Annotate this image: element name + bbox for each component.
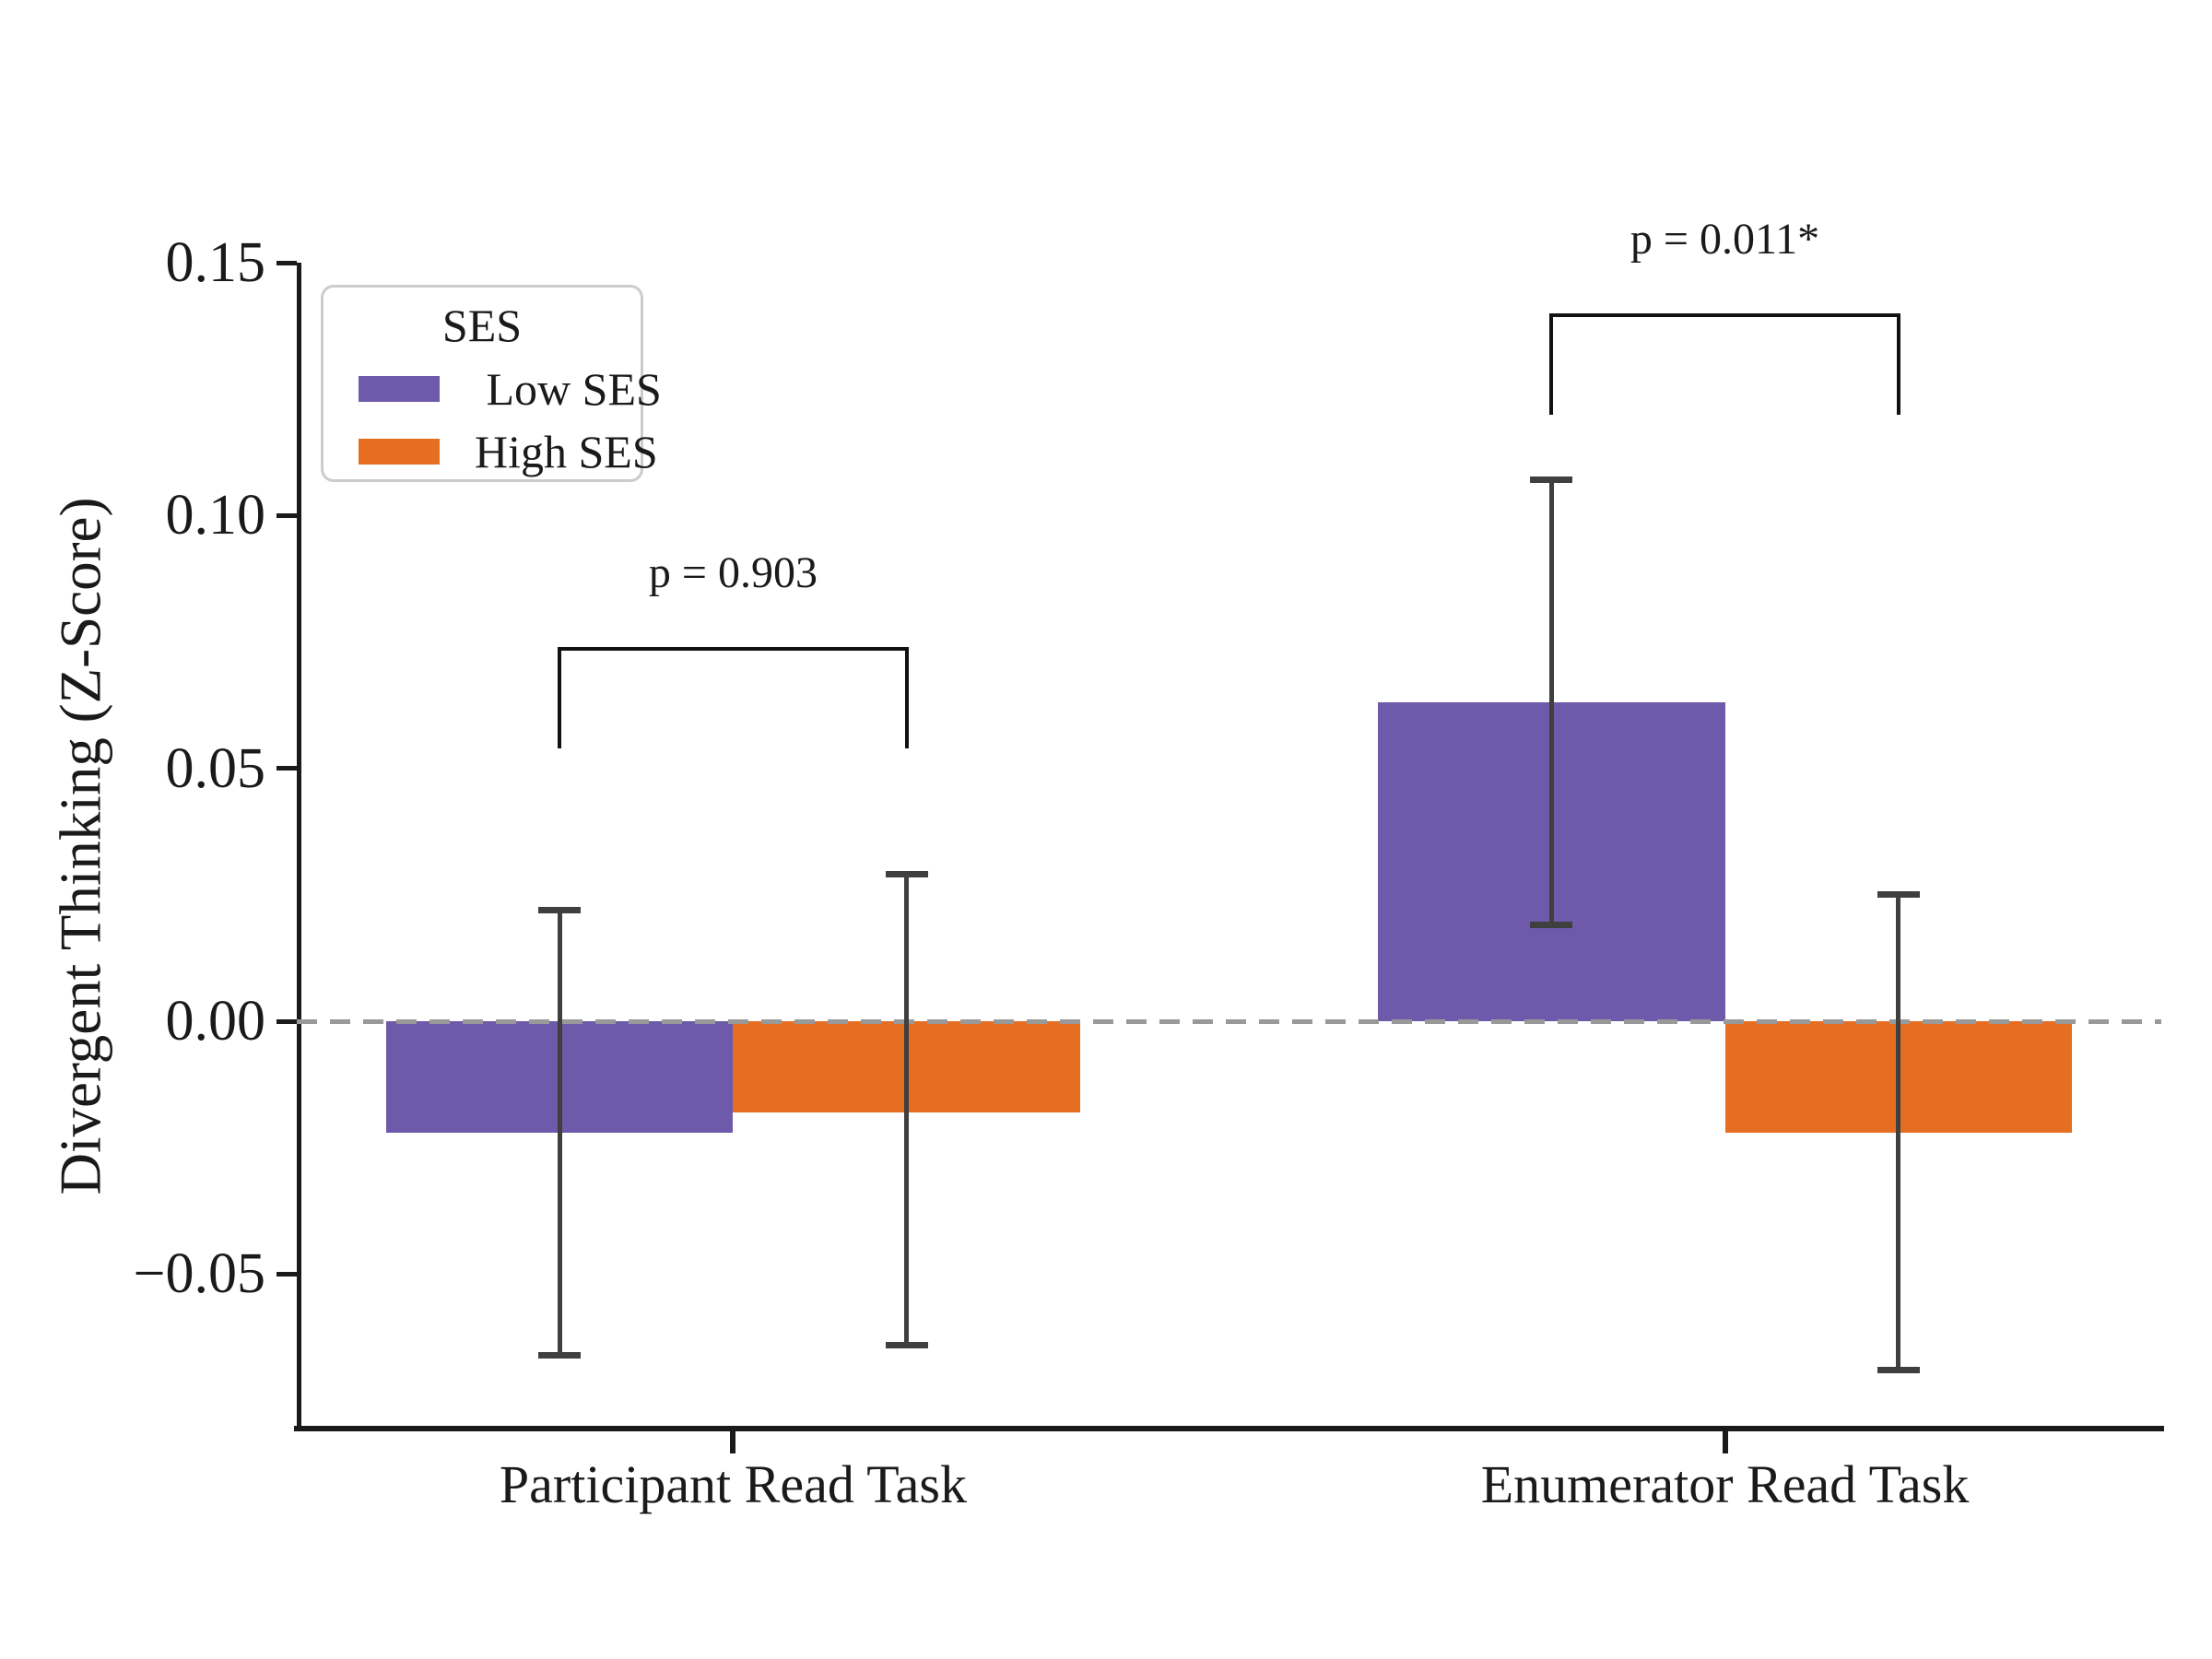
error-bar-line (1548, 479, 1554, 925)
error-bar-cap-bottom (885, 1341, 928, 1348)
legend-label-low-ses: Low SES (475, 363, 662, 415)
y-tick-mark (276, 1271, 297, 1277)
error-bar-cap-top (1530, 477, 1573, 484)
error-bar-line (557, 910, 562, 1356)
p-value-annotation-participant: p = 0.903 (648, 548, 818, 597)
high-ses-color-swatch (359, 439, 440, 465)
low-ses-color-swatch (359, 376, 440, 402)
legend-item-high-ses: High SES (359, 424, 658, 479)
y-tick-label: 0.05 (165, 736, 266, 800)
bracket-leg-right (904, 647, 909, 748)
legend-title: SES (441, 300, 523, 351)
bracket-leg-left (558, 647, 562, 748)
x-tick-mark (1722, 1431, 1728, 1453)
y-tick-mark (276, 260, 297, 265)
y-tick-label: 0.00 (165, 990, 266, 1053)
y-tick-label: 0.15 (165, 231, 266, 294)
error-bar-cap-bottom (1877, 1367, 1920, 1374)
error-bar-line (904, 874, 910, 1346)
zero-baseline (297, 1018, 2161, 1024)
error-bar-cap-top (538, 906, 582, 913)
y-tick-label: −0.05 (133, 1242, 265, 1306)
legend: SES Low SES High SES (321, 285, 662, 482)
y-tick-mark (276, 512, 297, 518)
error-bar-line (1896, 894, 1901, 1371)
error-bar-cap-top (885, 871, 928, 878)
bracket-leg-left (1549, 312, 1554, 415)
y-axis-label: Divergent Thinking (Z-Score) (48, 497, 113, 1195)
bracket-horizontal (1551, 312, 1899, 317)
x-axis-spine (294, 1426, 2164, 1431)
x-category-label: Participant Read Task (499, 1454, 967, 1514)
y-axis-spine (297, 263, 301, 1430)
error-bar-cap-top (1877, 891, 1920, 899)
bracket-leg-right (1896, 312, 1900, 415)
bracket-horizontal (559, 647, 907, 651)
y-tick-label: 0.10 (165, 484, 266, 547)
x-tick-mark (730, 1431, 736, 1453)
legend-item-low-ses: Low SES (359, 361, 662, 417)
x-category-label: Enumerator Read Task (1480, 1454, 1970, 1514)
y-tick-mark (276, 766, 297, 771)
y-tick-mark (276, 1018, 297, 1024)
legend-label-high-ses: High SES (475, 426, 658, 477)
p-value-annotation-enumerator: p = 0.011* (1630, 214, 1820, 264)
error-bar-cap-bottom (538, 1351, 582, 1359)
error-bar-cap-bottom (1530, 922, 1573, 929)
